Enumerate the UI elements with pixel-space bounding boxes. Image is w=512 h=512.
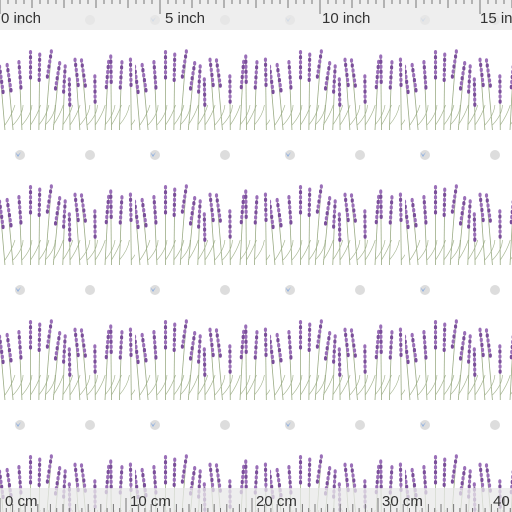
ruler-label: 10 inch: [322, 10, 370, 27]
ruler-label: 0 inch: [1, 10, 41, 27]
ruler-label: 40: [493, 493, 510, 510]
ruler-label: 10 cm: [130, 493, 171, 510]
ruler-label: 5 inch: [165, 10, 205, 27]
ruler-label: 20 cm: [256, 493, 297, 510]
bottom-ruler: [0, 488, 512, 512]
ruler-label: 15 inch: [480, 10, 512, 27]
ruler-label: 0 cm: [5, 493, 38, 510]
ruler-label: 30 cm: [382, 493, 423, 510]
